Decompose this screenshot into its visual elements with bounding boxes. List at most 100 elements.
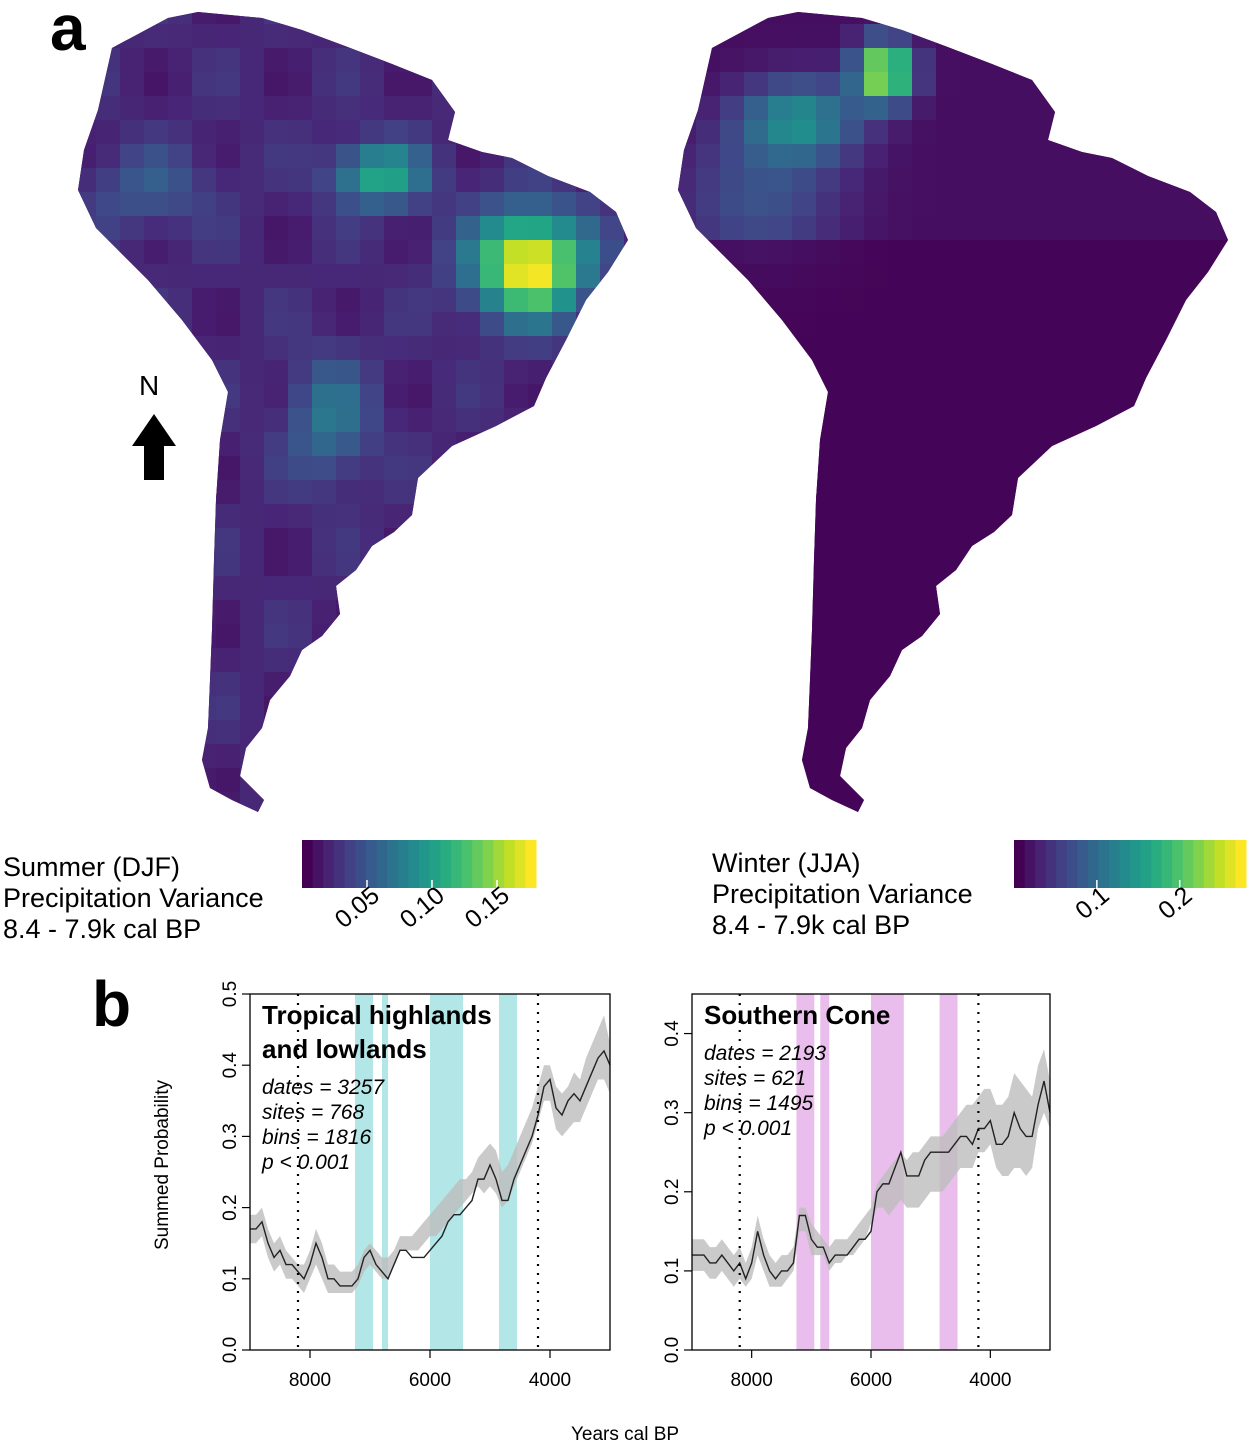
map-cell xyxy=(96,12,121,25)
map-cell xyxy=(678,792,697,812)
colorbar-summer: 0.05 0.10 0.15 xyxy=(302,840,537,934)
map-cell xyxy=(912,336,937,361)
map-cell xyxy=(912,360,937,385)
colorbar-swatch xyxy=(397,840,409,888)
map-cell xyxy=(984,792,1009,812)
map-cell xyxy=(600,792,625,812)
map-cell xyxy=(600,48,625,73)
map-cell xyxy=(936,288,961,313)
map-cell xyxy=(312,576,337,601)
map-cell xyxy=(336,768,361,793)
map-cell xyxy=(384,480,409,505)
map-cell xyxy=(960,72,985,97)
map-cell xyxy=(480,768,505,793)
map-cell xyxy=(528,768,553,793)
map-cell xyxy=(192,288,217,313)
map-cell xyxy=(816,360,841,385)
map-cell xyxy=(624,144,628,169)
map-cell xyxy=(1008,72,1033,97)
map-cell xyxy=(78,12,97,25)
map-cell xyxy=(912,144,937,169)
map-cell xyxy=(384,744,409,769)
map-cell xyxy=(552,456,577,481)
map-cell xyxy=(504,552,529,577)
map-cell xyxy=(552,528,577,553)
map-cell xyxy=(1080,432,1105,457)
map-cell xyxy=(1008,312,1033,337)
map-cell xyxy=(408,816,433,841)
map-cell xyxy=(720,720,745,745)
map-cell xyxy=(720,480,745,505)
map-cell xyxy=(816,240,841,265)
map-cell xyxy=(360,720,385,745)
map-cell xyxy=(792,528,817,553)
colorbar-swatch xyxy=(1172,840,1184,888)
map-cell xyxy=(240,408,265,433)
map-cell xyxy=(1152,336,1177,361)
map-cell xyxy=(912,168,937,193)
map-cell xyxy=(240,600,265,625)
map-cell xyxy=(408,768,433,793)
map-cell xyxy=(408,12,433,25)
map-cell xyxy=(408,720,433,745)
map-cell xyxy=(1224,384,1228,409)
map-cell xyxy=(1032,744,1057,769)
map-cell xyxy=(1056,720,1081,745)
map-cell xyxy=(792,672,817,697)
map-cell xyxy=(264,600,289,625)
map-cell xyxy=(792,336,817,361)
map-cell xyxy=(816,600,841,625)
map-cell xyxy=(1152,672,1177,697)
map-cell xyxy=(888,48,913,73)
map-cell xyxy=(1056,336,1081,361)
map-cell xyxy=(1128,504,1153,529)
map-cell xyxy=(144,744,169,769)
map-cell xyxy=(480,168,505,193)
map-cell xyxy=(1032,24,1057,49)
map-cell xyxy=(552,72,577,97)
map-cell xyxy=(168,24,193,49)
map-cell xyxy=(1032,408,1057,433)
map-cell xyxy=(1032,816,1057,841)
map-cell xyxy=(264,408,289,433)
map-cell xyxy=(480,432,505,457)
map-cell xyxy=(576,432,601,457)
map-cell xyxy=(1080,624,1105,649)
map-cell xyxy=(576,720,601,745)
map-cell xyxy=(840,384,865,409)
map-cell xyxy=(912,120,937,145)
map-cell xyxy=(600,384,625,409)
map-winter-variance xyxy=(678,12,1228,841)
map-cell xyxy=(744,600,769,625)
map-cell xyxy=(624,528,628,553)
map-cell xyxy=(120,480,145,505)
map-cell xyxy=(1224,144,1228,169)
map-cell xyxy=(600,12,625,25)
map-cell xyxy=(456,432,481,457)
map-cell xyxy=(1128,384,1153,409)
map-cell xyxy=(816,288,841,313)
map-cell xyxy=(864,528,889,553)
map-cell xyxy=(528,168,553,193)
map-cell xyxy=(624,768,628,793)
map-cell xyxy=(552,648,577,673)
map-cell xyxy=(432,336,457,361)
map-cell xyxy=(78,456,97,481)
map-cell xyxy=(456,480,481,505)
map-cell xyxy=(600,672,625,697)
map-cell xyxy=(384,216,409,241)
map-cell xyxy=(1200,696,1225,721)
map-cell xyxy=(120,120,145,145)
map-cell xyxy=(144,12,169,25)
map-cell xyxy=(600,144,625,169)
map-cell xyxy=(576,120,601,145)
map-cell xyxy=(600,120,625,145)
map-cell xyxy=(1008,264,1033,289)
map-cell xyxy=(864,768,889,793)
map-cell xyxy=(624,792,628,812)
map-cell xyxy=(528,144,553,169)
map-cell xyxy=(78,768,97,793)
map-cell xyxy=(816,216,841,241)
colorbar-swatch xyxy=(1108,840,1120,888)
